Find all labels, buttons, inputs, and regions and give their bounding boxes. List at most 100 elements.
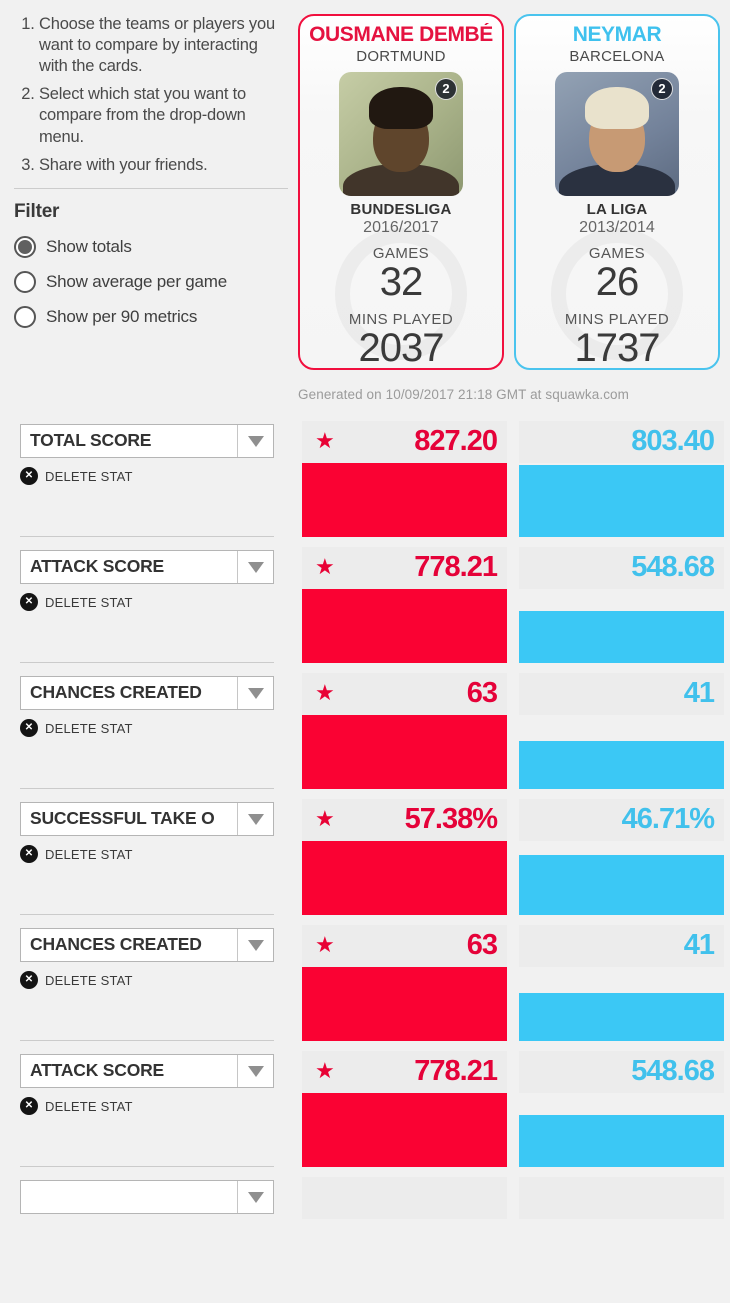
- delete-stat-button[interactable]: ✕ DELETE STAT: [20, 971, 133, 989]
- stat-row-partial: [0, 1177, 730, 1293]
- stat-dropdown[interactable]: ATTACK SCORE: [20, 550, 274, 584]
- radio-label: Show totals: [46, 236, 132, 256]
- games-value: 32: [379, 260, 424, 304]
- sidebar: Choose the teams or players you want to …: [14, 10, 288, 341]
- stat-value-right: 548.68: [631, 1055, 715, 1087]
- stat-cell-left: [302, 1177, 507, 1293]
- player-card-neymar[interactable]: NEYMAR BARCELONA 2 LA LIGA 2013/2014 GAM…: [514, 14, 720, 370]
- mins-label: MINS PLAYED: [564, 310, 670, 328]
- row-divider: [20, 914, 274, 915]
- stat-dropdown-value: CHANCES CREATED: [30, 934, 202, 954]
- mins-value: 2037: [358, 325, 445, 370]
- stat-row: ATTACK SCORE ✕ DELETE STAT ★ 778.21 548.6…: [0, 547, 730, 663]
- row-divider: [20, 536, 274, 537]
- dropdown-arrow-button[interactable]: [237, 425, 273, 457]
- stat-dropdown-value: TOTAL SCORE: [30, 430, 152, 450]
- stat-bar-left: [302, 715, 507, 789]
- dropdown-arrow-button[interactable]: [237, 803, 273, 835]
- dropdown-arrow-button[interactable]: [237, 1055, 273, 1087]
- delete-stat-label: DELETE STAT: [45, 720, 133, 736]
- stat-dropdown[interactable]: [20, 1180, 274, 1214]
- delete-stat-label: DELETE STAT: [45, 846, 133, 862]
- stat-cell-right: 46.71%: [519, 799, 724, 915]
- stat-dropdown[interactable]: TOTAL SCORE: [20, 424, 274, 458]
- stat-value-left: 778.21: [414, 551, 498, 583]
- stat-dropdown[interactable]: CHANCES CREATED: [20, 676, 274, 710]
- stat-value-left: 63: [466, 677, 498, 709]
- delete-stat-button[interactable]: ✕ DELETE STAT: [20, 719, 133, 737]
- dropdown-arrow-button[interactable]: [237, 677, 273, 709]
- player-card-dembele[interactable]: OUSMANE DEMBÉ DORTMUND 2 BUNDESLIGA 2016…: [298, 14, 504, 370]
- divider: [14, 187, 288, 189]
- radio-show-per90[interactable]: Show per 90 metrics: [14, 305, 288, 328]
- dropdown-arrow-button[interactable]: [237, 929, 273, 961]
- delete-x-icon: ✕: [20, 845, 38, 863]
- player-team: DORTMUND: [356, 48, 446, 65]
- chevron-down-icon: [247, 1191, 264, 1203]
- player-name: OUSMANE DEMBÉ: [309, 23, 493, 46]
- stat-value-left: 57.38%: [404, 803, 498, 835]
- chevron-down-icon: [247, 687, 264, 699]
- stat-dropdown[interactable]: ATTACK SCORE: [20, 1054, 274, 1088]
- chevron-down-icon: [247, 561, 264, 573]
- stat-dropdown-value: ATTACK SCORE: [30, 1060, 165, 1080]
- row-divider: [20, 788, 274, 789]
- stat-dropdown[interactable]: CHANCES CREATED: [20, 928, 274, 962]
- stat-value-right: 803.40: [631, 425, 715, 457]
- delete-stat-button[interactable]: ✕ DELETE STAT: [20, 845, 133, 863]
- stat-value-right: 41: [683, 677, 715, 709]
- row-divider: [20, 1040, 274, 1041]
- player-season: 2016/2017: [363, 219, 439, 236]
- stat-cell-right: 41: [519, 673, 724, 789]
- instruction-step: Choose the teams or players you want to …: [39, 14, 288, 77]
- stat-bar-left: [302, 589, 507, 663]
- row-divider: [20, 1166, 274, 1167]
- stat-row: CHANCES CREATED ✕ DELETE STAT ★ 63 41: [0, 673, 730, 789]
- stat-bar-right: [519, 854, 724, 915]
- stat-bar-right: [519, 610, 724, 663]
- stat-value-right: 548.68: [631, 551, 715, 583]
- radio-label: Show average per game: [46, 271, 228, 291]
- player-team: BARCELONA: [569, 48, 665, 65]
- player-league: LA LIGA: [586, 201, 648, 218]
- stat-row: TOTAL SCORE ✕ DELETE STAT ★ 827.20 803.40: [0, 421, 730, 537]
- winner-star-icon: ★: [315, 554, 335, 579]
- stat-cell-left: ★ 57.38%: [302, 799, 507, 915]
- stat-value-left: 63: [466, 929, 498, 961]
- games-value: 26: [595, 260, 640, 304]
- squawka-logo-icon: 2: [435, 78, 457, 100]
- radio-icon: [14, 270, 36, 293]
- stat-row: SUCCESSFUL TAKE O ✕ DELETE STAT ★ 57.38% …: [0, 799, 730, 915]
- radio-show-average[interactable]: Show average per game: [14, 270, 288, 293]
- generated-note: Generated on 10/09/2017 21:18 GMT at squ…: [298, 387, 630, 402]
- delete-stat-label: DELETE STAT: [45, 594, 133, 610]
- delete-x-icon: ✕: [20, 1097, 38, 1115]
- delete-stat-button[interactable]: ✕ DELETE STAT: [20, 1097, 133, 1115]
- stat-cell-right: 41: [519, 925, 724, 1041]
- stat-cell-left: ★ 778.21: [302, 1051, 507, 1167]
- winner-star-icon: ★: [315, 806, 335, 831]
- dropdown-arrow-button[interactable]: [237, 551, 273, 583]
- stats-comparison: TOTAL SCORE ✕ DELETE STAT ★ 827.20 803.40…: [0, 421, 730, 1303]
- photo-silhouette: [369, 87, 433, 129]
- radio-show-totals[interactable]: Show totals: [14, 235, 288, 258]
- stat-value-right: 46.71%: [621, 803, 715, 835]
- row-divider: [20, 662, 274, 663]
- stat-cell-left: ★ 63: [302, 673, 507, 789]
- winner-star-icon: ★: [315, 428, 335, 453]
- stat-value-right: 41: [683, 929, 715, 961]
- dropdown-arrow-button[interactable]: [237, 1181, 273, 1213]
- delete-stat-label: DELETE STAT: [45, 468, 133, 484]
- stat-value-left: 778.21: [414, 1055, 498, 1087]
- stat-bar-right: [519, 740, 724, 789]
- delete-stat-button[interactable]: ✕ DELETE STAT: [20, 467, 133, 485]
- stat-cell-right: [519, 1177, 724, 1293]
- delete-stat-label: DELETE STAT: [45, 1098, 133, 1114]
- delete-x-icon: ✕: [20, 719, 38, 737]
- stat-dropdown[interactable]: SUCCESSFUL TAKE O: [20, 802, 274, 836]
- delete-x-icon: ✕: [20, 593, 38, 611]
- stat-bar-left: [302, 967, 507, 1041]
- delete-stat-button[interactable]: ✕ DELETE STAT: [20, 593, 133, 611]
- chevron-down-icon: [247, 939, 264, 951]
- games-label: GAMES: [588, 245, 646, 262]
